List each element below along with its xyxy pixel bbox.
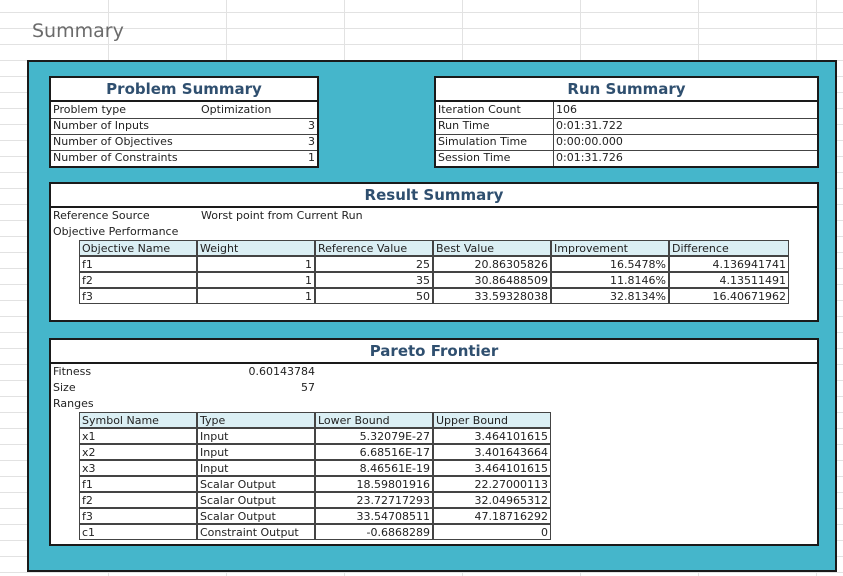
objective-performance-label: Objective Performance [53, 225, 179, 238]
lower-bound-cell[interactable]: -0.6868289 [315, 524, 433, 540]
symbol-name-cell[interactable]: f3 [79, 508, 197, 524]
problem-row-label: Number of Inputs [53, 119, 149, 132]
type-cell[interactable]: Scalar Output [197, 508, 315, 524]
run-row[interactable]: Session Time 0:01:31.726 [436, 150, 817, 166]
col-header-upper-bound[interactable]: Upper Bound [433, 412, 551, 428]
lower-bound-cell[interactable]: 23.72717293 [315, 492, 433, 508]
size-label: Size [53, 381, 76, 394]
reference-value-cell[interactable]: 25 [315, 256, 433, 272]
type-cell[interactable]: Input [197, 444, 315, 460]
lower-bound-cell[interactable]: 5.32079E-27 [315, 428, 433, 444]
lower-bound-cell[interactable]: 33.54708511 [315, 508, 433, 524]
run-row[interactable]: Iteration Count 106 [436, 102, 817, 119]
problem-row[interactable]: Number of Constraints 1 [51, 150, 317, 166]
upper-bound-cell[interactable]: 22.27000113 [433, 476, 551, 492]
run-row-label: Session Time [436, 150, 554, 166]
upper-bound-cell[interactable]: 0 [433, 524, 551, 540]
improvement-cell[interactable]: 32.8134% [551, 288, 669, 304]
problem-summary-title: Problem Summary [51, 78, 317, 102]
run-row-value: 0:01:31.726 [556, 151, 623, 164]
reference-value-cell[interactable]: 50 [315, 288, 433, 304]
problem-row-value: Optimization [201, 103, 272, 116]
reference-source-value[interactable]: Worst point from Current Run [201, 209, 363, 222]
col-header-symbol-name[interactable]: Symbol Name [79, 412, 197, 428]
col-header-objective-name[interactable]: Objective Name [79, 240, 197, 256]
run-row-value: 0:00:00.000 [556, 135, 623, 148]
col-header-reference-value[interactable]: Reference Value [315, 240, 433, 256]
problem-row[interactable]: Number of Inputs 3 [51, 118, 317, 135]
fitness-value[interactable]: 0.60143784 [248, 365, 315, 378]
type-cell[interactable]: Input [197, 460, 315, 476]
run-row[interactable]: Run Time 0:01:31.722 [436, 118, 817, 135]
weight-cell[interactable]: 1 [197, 272, 315, 288]
problem-row-value: 3 [308, 135, 315, 148]
lower-bound-cell[interactable]: 6.68516E-17 [315, 444, 433, 460]
problem-row-label: Number of Constraints [53, 151, 178, 164]
upper-bound-cell[interactable]: 3.464101615 [433, 460, 551, 476]
col-header-weight[interactable]: Weight [197, 240, 315, 256]
type-cell[interactable]: Scalar Output [197, 492, 315, 508]
upper-bound-cell[interactable]: 32.04965312 [433, 492, 551, 508]
best-value-cell[interactable]: 30.86488509 [433, 272, 551, 288]
objective-name-cell[interactable]: f3 [79, 288, 197, 304]
run-summary-box: Run Summary Iteration Count 106 Run Time… [434, 76, 819, 168]
symbol-name-cell[interactable]: c1 [79, 524, 197, 540]
weight-cell[interactable]: 1 [197, 256, 315, 272]
problem-row-label: Problem type [53, 103, 127, 116]
type-cell[interactable]: Scalar Output [197, 476, 315, 492]
pareto-frontier-box: Pareto Frontier Fitness 0.60143784 Size … [49, 338, 819, 546]
run-row-label: Run Time [436, 118, 554, 134]
col-header-best-value[interactable]: Best Value [433, 240, 551, 256]
pareto-frontier-title: Pareto Frontier [51, 340, 817, 364]
col-header-lower-bound[interactable]: Lower Bound [315, 412, 433, 428]
col-header-difference[interactable]: Difference [669, 240, 789, 256]
problem-summary-box: Problem Summary Problem type Optimizatio… [49, 76, 319, 168]
run-summary-title: Run Summary [436, 78, 817, 102]
run-row-value: 106 [556, 103, 577, 116]
col-header-type[interactable]: Type [197, 412, 315, 428]
difference-cell[interactable]: 4.13511491 [669, 272, 789, 288]
symbol-name-cell[interactable]: x1 [79, 428, 197, 444]
problem-row[interactable]: Problem type Optimization [51, 102, 317, 119]
lower-bound-cell[interactable]: 8.46561E-19 [315, 460, 433, 476]
problem-row-value: 3 [308, 119, 315, 132]
size-value[interactable]: 57 [301, 381, 315, 394]
objective-name-cell[interactable]: f1 [79, 256, 197, 272]
run-row-label: Simulation Time [436, 134, 554, 150]
summary-panel: Problem Summary Problem type Optimizatio… [27, 60, 837, 572]
ranges-label: Ranges [53, 397, 94, 410]
result-summary-box: Result Summary Reference Source Worst po… [49, 182, 819, 322]
difference-cell[interactable]: 4.136941741 [669, 256, 789, 272]
upper-bound-cell[interactable]: 47.18716292 [433, 508, 551, 524]
type-cell[interactable]: Constraint Output [197, 524, 315, 540]
run-row[interactable]: Simulation Time 0:00:00.000 [436, 134, 817, 151]
difference-cell[interactable]: 16.40671962 [669, 288, 789, 304]
best-value-cell[interactable]: 20.86305826 [433, 256, 551, 272]
symbol-name-cell[interactable]: f1 [79, 476, 197, 492]
symbol-name-cell[interactable]: x3 [79, 460, 197, 476]
problem-row-value: 1 [308, 151, 315, 164]
fitness-label: Fitness [53, 365, 92, 378]
improvement-cell[interactable]: 11.8146% [551, 272, 669, 288]
result-summary-title: Result Summary [51, 184, 817, 208]
upper-bound-cell[interactable]: 3.401643664 [433, 444, 551, 460]
problem-row-label: Number of Objectives [53, 135, 173, 148]
improvement-cell[interactable]: 16.5478% [551, 256, 669, 272]
upper-bound-cell[interactable]: 3.464101615 [433, 428, 551, 444]
run-row-label: Iteration Count [436, 102, 554, 118]
type-cell[interactable]: Input [197, 428, 315, 444]
objective-name-cell[interactable]: f2 [79, 272, 197, 288]
symbol-name-cell[interactable]: f2 [79, 492, 197, 508]
best-value-cell[interactable]: 33.59328038 [433, 288, 551, 304]
lower-bound-cell[interactable]: 18.59801916 [315, 476, 433, 492]
sheet-title: Summary [32, 20, 124, 42]
reference-value-cell[interactable]: 35 [315, 272, 433, 288]
weight-cell[interactable]: 1 [197, 288, 315, 304]
reference-source-label: Reference Source [53, 209, 150, 222]
problem-row[interactable]: Number of Objectives 3 [51, 134, 317, 151]
run-row-value: 0:01:31.722 [556, 119, 623, 132]
symbol-name-cell[interactable]: x2 [79, 444, 197, 460]
col-header-improvement[interactable]: Improvement [551, 240, 669, 256]
